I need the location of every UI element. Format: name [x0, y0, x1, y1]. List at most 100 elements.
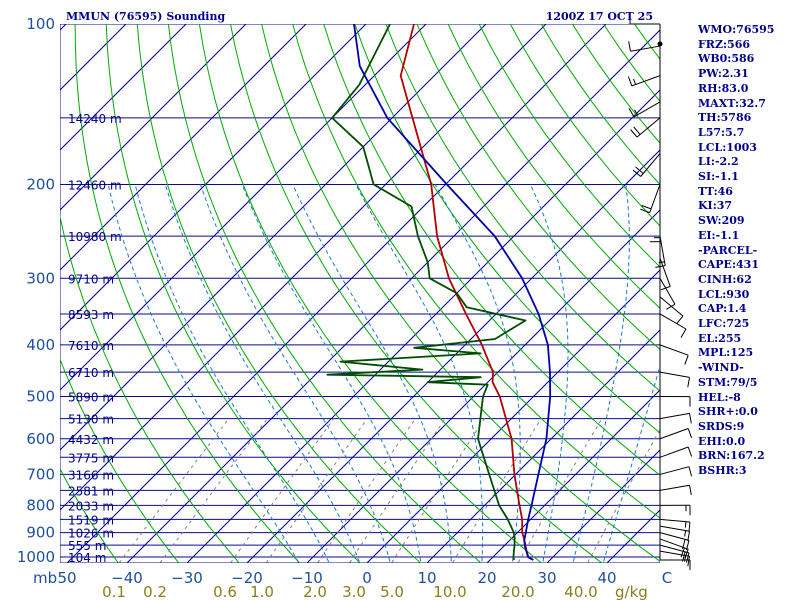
pressure-tick-label: 300 [26, 269, 55, 287]
wind-barb [630, 117, 661, 138]
height-label: 1026 m [68, 527, 114, 541]
temperature-tick-label: 50 [57, 569, 76, 587]
parcel-profile [353, 24, 552, 561]
wind-barb-flag [633, 126, 641, 135]
wind-barb-flag [680, 547, 685, 558]
wind-barb [650, 211, 661, 243]
isotherm-line [486, 389, 660, 563]
wind-barb-staff [631, 75, 661, 87]
dry-adiabat [136, 24, 422, 563]
wind-barb [628, 101, 661, 118]
wind-barb-flag [687, 446, 693, 457]
height-label: 3775 m [68, 451, 114, 465]
wind-barb-flag [689, 485, 692, 496]
dry-adiabat [292, 24, 660, 519]
height-label: 4432 m [68, 433, 114, 447]
wind-barb-flag [685, 552, 690, 563]
wind-barb-flag [687, 556, 690, 567]
dry-adiabat [385, 24, 660, 392]
pressure-tick-label: 800 [26, 496, 55, 514]
wind-barb [659, 428, 693, 440]
wind-barb-flag [635, 166, 644, 174]
wind-barb-staff [659, 344, 689, 356]
wind-barb-flag [676, 315, 684, 325]
wind-barb [640, 184, 661, 214]
height-label: 12460 m [68, 178, 122, 192]
pressure-tick-label: 1000 [17, 548, 55, 566]
mixing-ratio-label: 1.0 [250, 583, 274, 600]
wind-barb-flag [641, 205, 652, 210]
index-entry: EL:255 [698, 331, 742, 345]
pressure-tick-label: 100 [26, 15, 55, 33]
index-entry: CAP:1.4 [698, 302, 747, 316]
dry-adiabat [167, 24, 482, 563]
temperature-tick-label: −20 [231, 569, 263, 587]
moist-adiabat [434, 184, 521, 563]
wind-barb-flag [680, 328, 687, 338]
wind-barb [659, 344, 689, 365]
calm-wind-marker [657, 41, 663, 47]
height-label: 2581 m [68, 484, 114, 498]
index-entry: WB0:586 [698, 52, 755, 66]
temperature-tick-label: −40 [111, 569, 143, 587]
index-entry: CINH:62 [698, 272, 752, 286]
index-entry: TH:5786 [698, 111, 752, 125]
index-entry: MPL:125 [698, 346, 754, 360]
wind-barb [628, 41, 661, 52]
index-entry: -WIND- [698, 361, 744, 375]
moist-adiabat [200, 184, 391, 563]
mixing-ratio-line [265, 418, 368, 563]
dry-adiabat [198, 24, 543, 563]
height-label: 2033 m [68, 499, 114, 513]
wind-barb-flag [682, 539, 686, 550]
wind-barb-staff [659, 544, 690, 554]
mixing-ratio-label: 0.2 [143, 583, 167, 600]
index-entry: BSHR:3 [698, 464, 747, 477]
dry-adiabat [60, 467, 120, 563]
isotherm-line [426, 329, 660, 563]
wind-barb-flag [682, 551, 686, 562]
pressure-tick-label: 600 [26, 430, 55, 448]
wind-barb [659, 538, 689, 559]
mixing-ratio-line [229, 418, 335, 563]
index-entry: RH:83.0 [698, 81, 749, 95]
dry-adiabat [74, 24, 301, 563]
dry-adiabat [230, 24, 603, 563]
wind-barb-staff [659, 532, 690, 541]
index-entry: CAPE:431 [698, 258, 759, 272]
height-label: 8593 m [68, 308, 114, 322]
wind-barb-flag [684, 549, 689, 559]
index-entry: KI:37 [698, 199, 733, 213]
isotherm-line [66, 24, 607, 563]
wind-barb-flag [632, 169, 642, 177]
temperature-tick-label: 0 [362, 569, 372, 587]
height-label: 9710 m [68, 272, 114, 286]
wind-barb-flag [688, 521, 691, 533]
wind-barb-flag [640, 208, 650, 214]
dewpoint-profile [326, 24, 527, 561]
moist-adiabat [164, 184, 361, 563]
moist-adiabat [107, 184, 300, 563]
isotherm-line [60, 24, 547, 511]
index-entry: FRZ:566 [698, 37, 751, 51]
wind-barb-staff [649, 184, 661, 213]
pressure-tick-label: 200 [26, 175, 55, 193]
moist-adiabat [355, 184, 484, 563]
wind-barb-staff [659, 428, 689, 440]
wind-barb-staff [659, 484, 690, 491]
wind-barb-flag [684, 521, 687, 528]
height-label: 14240 m [68, 112, 122, 126]
wind-barb-flag [685, 540, 690, 551]
temperature-tick-label: C [662, 569, 672, 587]
wind-barb-flag [687, 428, 693, 439]
wind-barb-flag [633, 78, 637, 85]
isotherm-line [126, 29, 660, 563]
index-entry: WMO:76595 [698, 23, 775, 36]
height-label: 5130 m [68, 413, 114, 427]
wind-barb [659, 532, 690, 551]
temperature-tick-label: 20 [477, 569, 496, 587]
wind-barb-staff [633, 101, 661, 118]
dry-adiabat [261, 24, 660, 562]
wind-barb-flag [687, 377, 690, 388]
index-entry: BRN:167.2 [698, 449, 765, 463]
